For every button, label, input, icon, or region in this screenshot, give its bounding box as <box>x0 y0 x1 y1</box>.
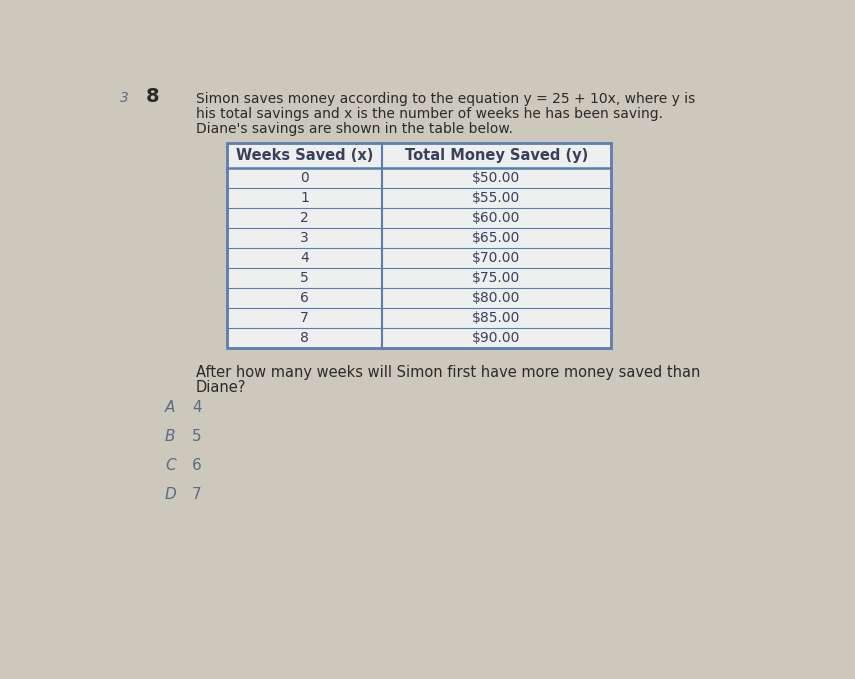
Bar <box>227 143 610 348</box>
Text: $55.00: $55.00 <box>472 191 521 205</box>
Text: 5: 5 <box>300 271 309 285</box>
Text: Diane's savings are shown in the table below.: Diane's savings are shown in the table b… <box>196 122 513 136</box>
Text: $60.00: $60.00 <box>472 210 521 225</box>
Bar <box>227 143 610 348</box>
Text: After how many weeks will Simon first have more money saved than: After how many weeks will Simon first ha… <box>196 365 700 380</box>
Text: 0: 0 <box>300 170 309 185</box>
Text: 6: 6 <box>300 291 309 305</box>
Text: Simon saves money according to the equation y = 25 + 10x, where y is: Simon saves money according to the equat… <box>196 92 695 106</box>
Text: $65.00: $65.00 <box>472 231 521 245</box>
Text: 7: 7 <box>300 311 309 325</box>
Text: 2: 2 <box>300 210 309 225</box>
Text: $70.00: $70.00 <box>472 251 521 265</box>
Text: 6: 6 <box>192 458 202 473</box>
Text: Diane?: Diane? <box>196 380 246 395</box>
Text: 8: 8 <box>145 88 159 107</box>
Text: 8: 8 <box>300 331 309 345</box>
Text: 5: 5 <box>192 429 202 444</box>
Text: A: A <box>165 400 175 415</box>
Text: his total savings and x is the number of weeks he has been saving.: his total savings and x is the number of… <box>196 107 663 121</box>
Text: B: B <box>165 429 175 444</box>
Text: 3: 3 <box>120 92 128 105</box>
Text: $85.00: $85.00 <box>472 311 521 325</box>
Text: 4: 4 <box>192 400 202 415</box>
Text: $80.00: $80.00 <box>472 291 521 305</box>
Text: D: D <box>165 488 177 502</box>
Text: C: C <box>165 458 175 473</box>
Text: $90.00: $90.00 <box>472 331 521 345</box>
Text: 4: 4 <box>300 251 309 265</box>
Text: $50.00: $50.00 <box>472 170 521 185</box>
Text: Weeks Saved (x): Weeks Saved (x) <box>236 148 373 163</box>
Text: $75.00: $75.00 <box>472 271 521 285</box>
Text: Total Money Saved (y): Total Money Saved (y) <box>404 148 588 163</box>
Text: 7: 7 <box>192 488 202 502</box>
Text: 1: 1 <box>300 191 309 205</box>
Text: 3: 3 <box>300 231 309 245</box>
